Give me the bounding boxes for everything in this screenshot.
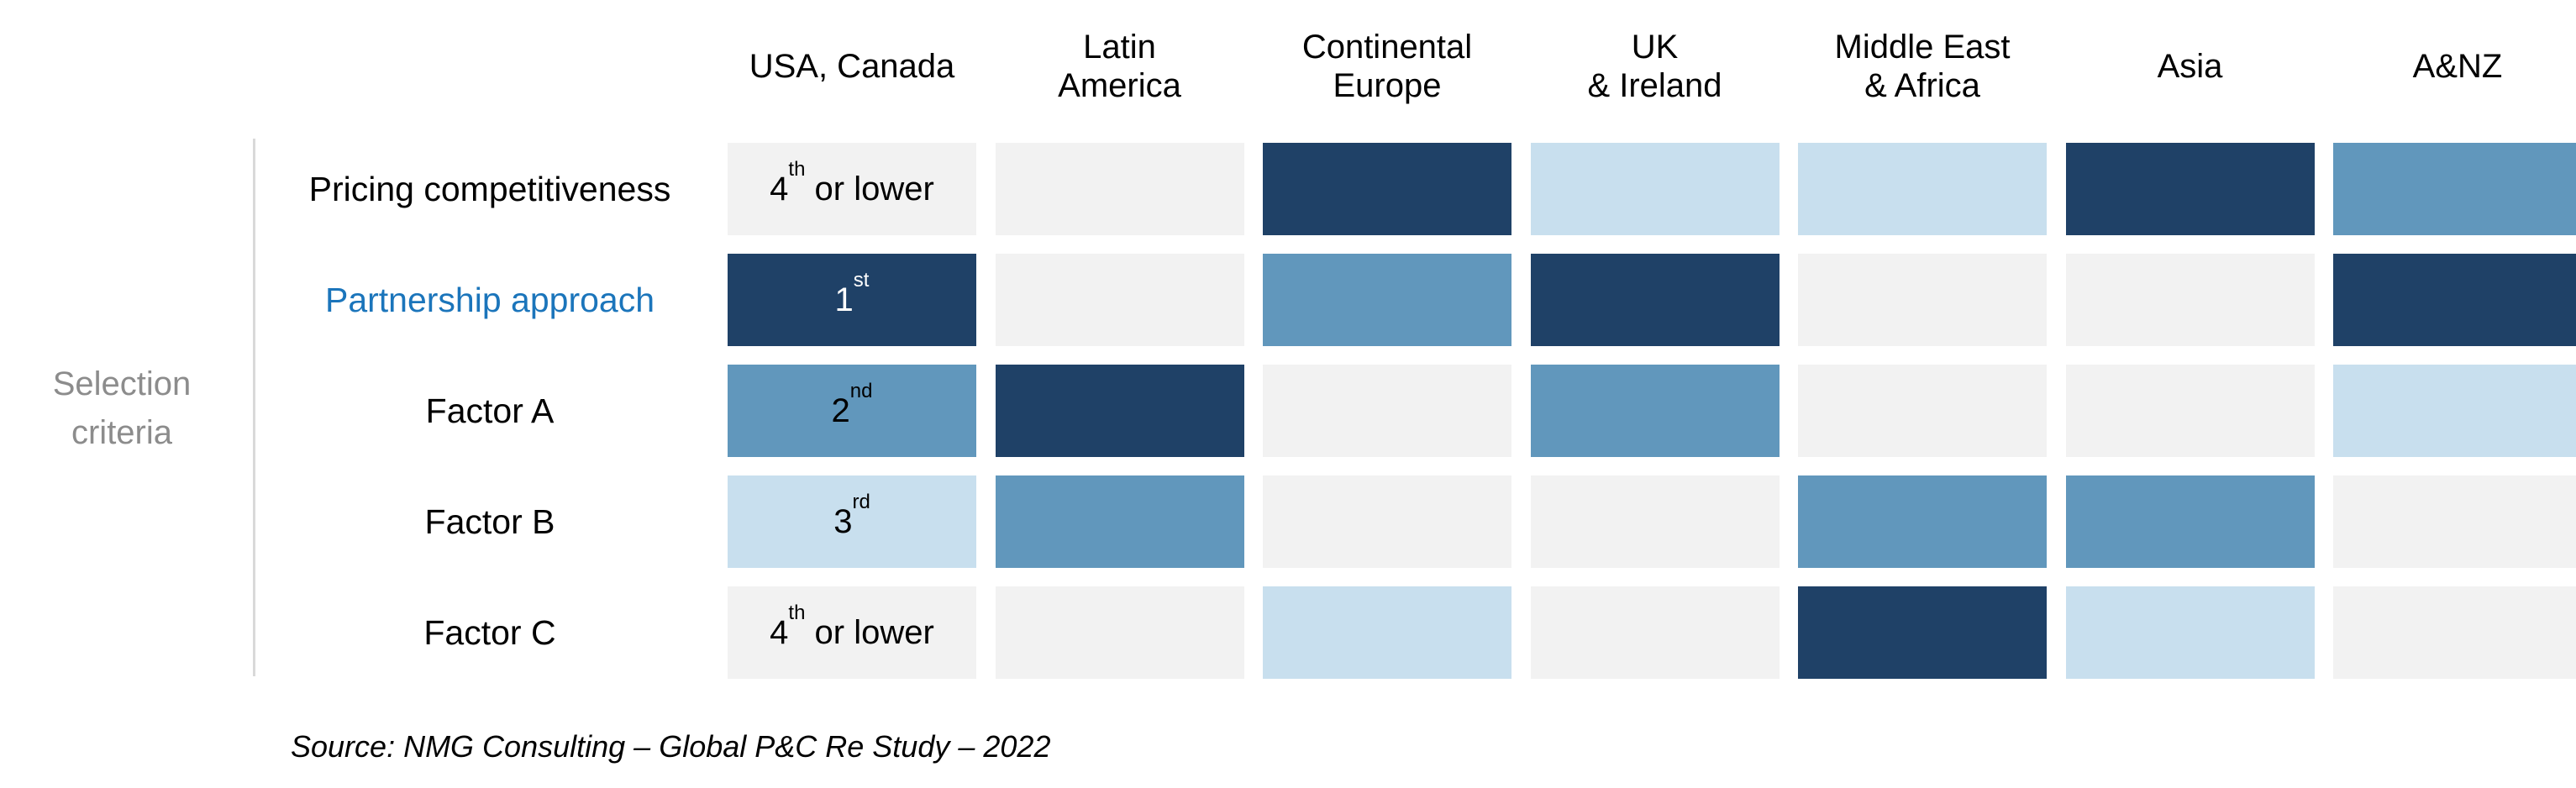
row-label: Pricing competitiveness — [308, 169, 671, 208]
heatmap-cell — [2065, 586, 2315, 679]
heatmap-cell: 3rd — [728, 475, 976, 568]
heatmap-cell — [2333, 475, 2576, 568]
column-header: USA, Canada — [728, 20, 976, 113]
rank-label: 4th or lower — [770, 160, 934, 208]
rank-label: 2nd — [831, 381, 873, 430]
rank-number: 3 — [833, 502, 853, 540]
selection-criteria-label: Selection criteria — [52, 365, 192, 451]
column-header-line: Asia — [2157, 48, 2223, 85]
column-header-line: A&NZ — [2412, 48, 2503, 85]
heatmap-cell — [1263, 143, 1511, 235]
column-header-line: Europe — [1333, 67, 1442, 104]
column-header-line: UK — [1631, 29, 1679, 66]
heatmap-cell — [995, 365, 1244, 457]
source-note: Source: NMG Consulting – Global P&C Re S… — [291, 729, 1051, 764]
heatmap-cell — [2333, 254, 2576, 346]
column-header: UK & Ireland — [1531, 20, 1780, 113]
rank-ordinal-suffix: th — [788, 602, 806, 625]
column-header-text: Continental Europe — [1302, 28, 1472, 105]
rank-number: 2 — [831, 391, 850, 429]
row-label: Partnership approach — [324, 280, 655, 319]
heatmap-cell — [1798, 586, 2047, 679]
rank-number: 1 — [834, 281, 854, 318]
heatmap-cell — [1798, 475, 2047, 568]
heatmap-cell — [1798, 143, 2047, 235]
heatmap-cell — [2065, 475, 2315, 568]
column-header-line: USA, Canada — [749, 48, 955, 85]
rank-ordinal-suffix: nd — [849, 380, 873, 403]
heatmap-cell: 4th or lower — [728, 143, 976, 235]
heatmap-cell — [1263, 586, 1511, 679]
heatmap-cell — [1263, 475, 1511, 568]
column-header: Continental Europe — [1263, 20, 1511, 113]
column-header-text: A&NZ — [2413, 47, 2503, 86]
heatmap-cell — [995, 475, 1244, 568]
heatmap-cell — [1798, 254, 2047, 346]
column-header: Asia — [2066, 20, 2315, 113]
column-header-text: Asia — [2158, 47, 2223, 86]
heatmap-cell — [1263, 365, 1511, 457]
column-header: A&NZ — [2333, 20, 2576, 113]
column-header-text: USA, Canada — [749, 47, 955, 86]
heatmap-cell — [1263, 254, 1511, 346]
column-header-line: America — [1058, 67, 1181, 104]
heatmap-cell — [1530, 254, 1780, 346]
column-header-text: Middle East & Africa — [1835, 28, 2011, 105]
column-header-text: Latin America — [1058, 28, 1181, 105]
row-label: Factor A — [425, 391, 555, 430]
heatmap-cell: 4th or lower — [728, 586, 976, 679]
heatmap-cell — [2065, 254, 2315, 346]
heatmap-cell — [1798, 365, 2047, 457]
rank-label: 4th or lower — [770, 603, 934, 652]
heatmap-cell — [2065, 143, 2315, 235]
rank-qualifier: or lower — [805, 170, 934, 208]
row-label: Factor B — [424, 502, 555, 541]
column-header-line: & Africa — [1864, 67, 1980, 104]
rank-ordinal-suffix: th — [788, 158, 806, 181]
column-header: Middle East & Africa — [1798, 20, 2047, 113]
rank-number: 4 — [770, 170, 789, 208]
heatmap-cell — [2333, 365, 2576, 457]
heatmap-cell — [995, 586, 1244, 679]
heatmap-cell — [1530, 475, 1780, 568]
row-label: Factor C — [423, 612, 556, 652]
heatmap-cell — [1530, 586, 1780, 679]
column-header-line: Latin — [1083, 29, 1156, 66]
group-divider-line — [253, 139, 255, 676]
rank-ordinal-suffix: rd — [852, 491, 870, 514]
rank-label: 1st — [834, 271, 870, 319]
heatmap-cell — [1530, 365, 1780, 457]
rank-number: 4 — [770, 613, 789, 651]
heatmap-cell — [995, 143, 1244, 235]
column-header-line: Middle East — [1834, 29, 2011, 66]
rank-qualifier: or lower — [805, 613, 934, 651]
column-header: Latin America — [996, 20, 1244, 113]
heatmap-cell — [1530, 143, 1780, 235]
heatmap-cell: 2nd — [728, 365, 976, 457]
column-header-text: UK & Ireland — [1587, 28, 1722, 105]
column-header-line: Continental — [1301, 29, 1473, 66]
rank-ordinal-suffix: st — [853, 269, 870, 292]
heatmap-cell — [995, 254, 1244, 346]
heatmap-cell: 1st — [728, 254, 976, 346]
rank-label: 3rd — [833, 492, 870, 541]
heatmap-cell — [2333, 143, 2576, 235]
heatmap-cell — [2333, 586, 2576, 679]
heatmap-cell — [2065, 365, 2315, 457]
column-header-line: & Ireland — [1587, 67, 1722, 104]
